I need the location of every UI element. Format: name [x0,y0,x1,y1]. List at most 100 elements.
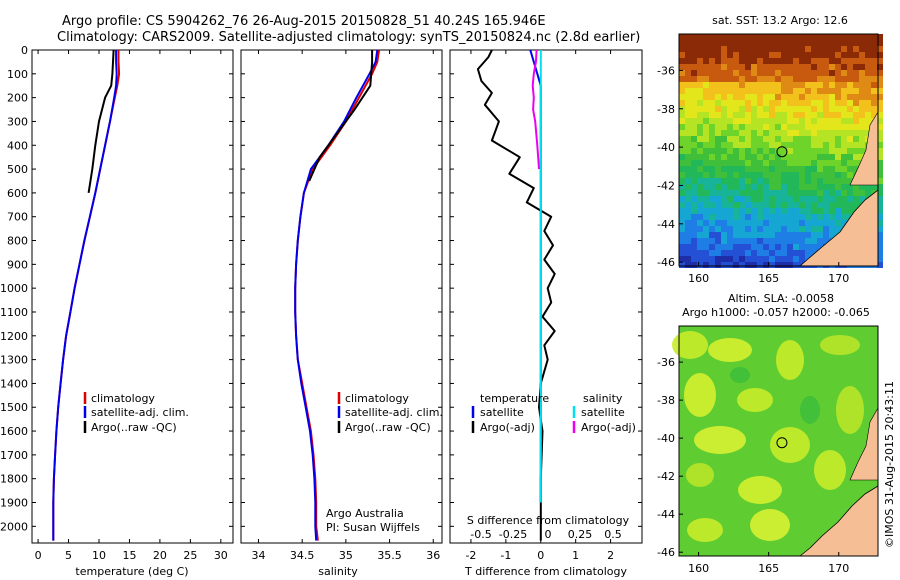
sst-cell [817,142,823,148]
temperature-lines [52,49,121,541]
sst-cell [709,130,715,136]
sst-cell [817,94,823,100]
sst-cell [739,148,745,154]
sst-cell [799,226,805,232]
sst-cell [709,166,715,172]
sst-cell [727,244,733,250]
sst-cell [877,58,883,64]
sst-cell [763,184,769,190]
sst-cell [847,112,853,118]
sst-cell [763,136,769,142]
sst-cell [709,46,715,52]
sst-cell [811,52,817,58]
sst-cell [877,220,883,226]
sst-cell [739,118,745,124]
sst-cell [745,88,751,94]
sst-cell [715,82,721,88]
owner-org: Argo Australia [326,507,404,520]
sst-cell [769,46,775,52]
sst-cell [709,94,715,100]
sst-cell [877,64,883,70]
sst-cell [817,76,823,82]
sst-cell [799,64,805,70]
sst-cell [877,202,883,208]
sst-cell [859,52,865,58]
sst-cell [805,112,811,118]
sst-cell [829,160,835,166]
sst-cell [805,244,811,250]
sst-cell [871,106,877,112]
owner-pi: PI: Susan Wijffels [326,521,420,534]
sst-cell [877,112,883,118]
sst-cell [727,46,733,52]
sst-cell [709,136,715,142]
depth-tick-label: 1400 [0,377,28,390]
sst-cell [703,190,709,196]
sst-cell [847,64,853,70]
sst-cell [685,208,691,214]
sst-cell [859,148,865,154]
sst-cell [829,124,835,130]
sst-cell [685,52,691,58]
sst-cell [721,220,727,226]
sst-cell [691,64,697,70]
sst-cell [739,100,745,106]
sst-cell [733,202,739,208]
sst-cell [763,160,769,166]
depth-tick-label: 800 [7,235,28,248]
sst-cell [793,112,799,118]
sst-cell [847,172,853,178]
sst-cell [847,184,853,190]
sst-cell [691,244,697,250]
sst-cell [793,172,799,178]
sst-cell [769,148,775,154]
sst-cell [703,118,709,124]
sst-cell [679,40,685,46]
s-diff-tick-label: 0.5 [604,528,622,541]
sst-cell [769,64,775,70]
sst-cell [685,196,691,202]
x-tick-label: 0 [35,549,42,562]
sst-cell [847,88,853,94]
diff-legend-t-satellite-label: satellite [480,406,524,419]
sst-cell [877,190,883,196]
sst-cell [817,112,823,118]
sst-cell [721,190,727,196]
sst-cell [709,40,715,46]
sla-blob [776,340,804,380]
sst-cell [829,64,835,70]
sst-cell [811,238,817,244]
sst-cell [877,52,883,58]
sst-cell [697,262,703,268]
sst-cell [835,142,841,148]
sst-cell [853,40,859,46]
sst-cell [733,184,739,190]
sst-cell [835,100,841,106]
sst-cell [757,232,763,238]
sst-cell [745,52,751,58]
sst-cell [787,256,793,262]
sst-cell [715,70,721,76]
sst-cell [709,202,715,208]
sst-cell [847,106,853,112]
sst-cell [859,94,865,100]
sst-cell [703,52,709,58]
sst-cell [847,154,853,160]
sst-cell [709,160,715,166]
map-lat-label: -36 [657,64,675,77]
sst-cell [721,178,727,184]
sst-cell [715,136,721,142]
sst-cell [823,238,829,244]
sst-cell [817,64,823,70]
sst-cell [853,136,859,142]
sst-cell [691,250,697,256]
sst-cell [841,190,847,196]
depth-tick-label: 600 [7,187,28,200]
sst-cell [805,238,811,244]
sst-cell [829,172,835,178]
sst-cell [709,142,715,148]
sst-cell [703,106,709,112]
sst-cell [685,136,691,142]
sst-cell [841,136,847,142]
sst-cell [775,244,781,250]
